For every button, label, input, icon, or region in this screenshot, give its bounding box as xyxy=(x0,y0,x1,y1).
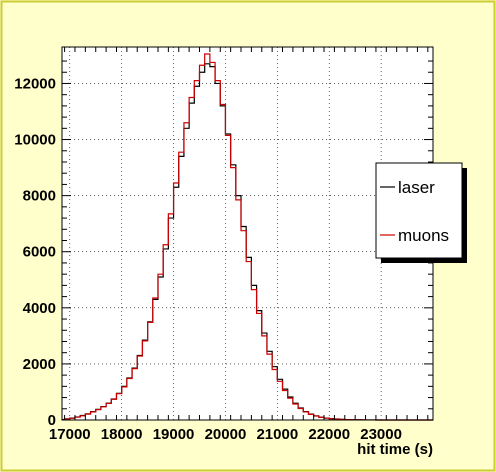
y-tick-labels: 0 2000 4000 6000 8000 10000 12000 xyxy=(14,75,56,429)
legend-box xyxy=(375,162,463,259)
x-tick-label: 17000 xyxy=(49,426,91,443)
x-tick-label: 23000 xyxy=(360,426,402,443)
x-axis-title: hit time (s) xyxy=(357,441,433,458)
legend: laser muons xyxy=(375,162,467,263)
x-tick-labels: 17000 18000 19000 20000 21000 22000 23000 xyxy=(49,426,402,443)
y-tick-label: 6000 xyxy=(23,244,56,261)
y-tick-label: 8000 xyxy=(23,188,56,205)
plot-frame-bg xyxy=(62,47,433,420)
x-tick-label: 21000 xyxy=(256,426,298,443)
axis-ticks xyxy=(62,47,433,421)
legend-label-laser: laser xyxy=(398,178,435,197)
x-tick-label: 18000 xyxy=(101,426,143,443)
x-tick-label: 22000 xyxy=(308,426,350,443)
x-tick-label: 19000 xyxy=(153,426,195,443)
legend-label-muons: muons xyxy=(398,226,449,245)
x-tick-label: 20000 xyxy=(205,426,247,443)
y-tick-label: 10000 xyxy=(14,132,56,149)
y-tick-label: 4000 xyxy=(23,300,56,317)
y-tick-label: 12000 xyxy=(14,75,56,92)
y-tick-label: 0 xyxy=(48,412,56,429)
y-tick-label: 2000 xyxy=(23,356,56,373)
